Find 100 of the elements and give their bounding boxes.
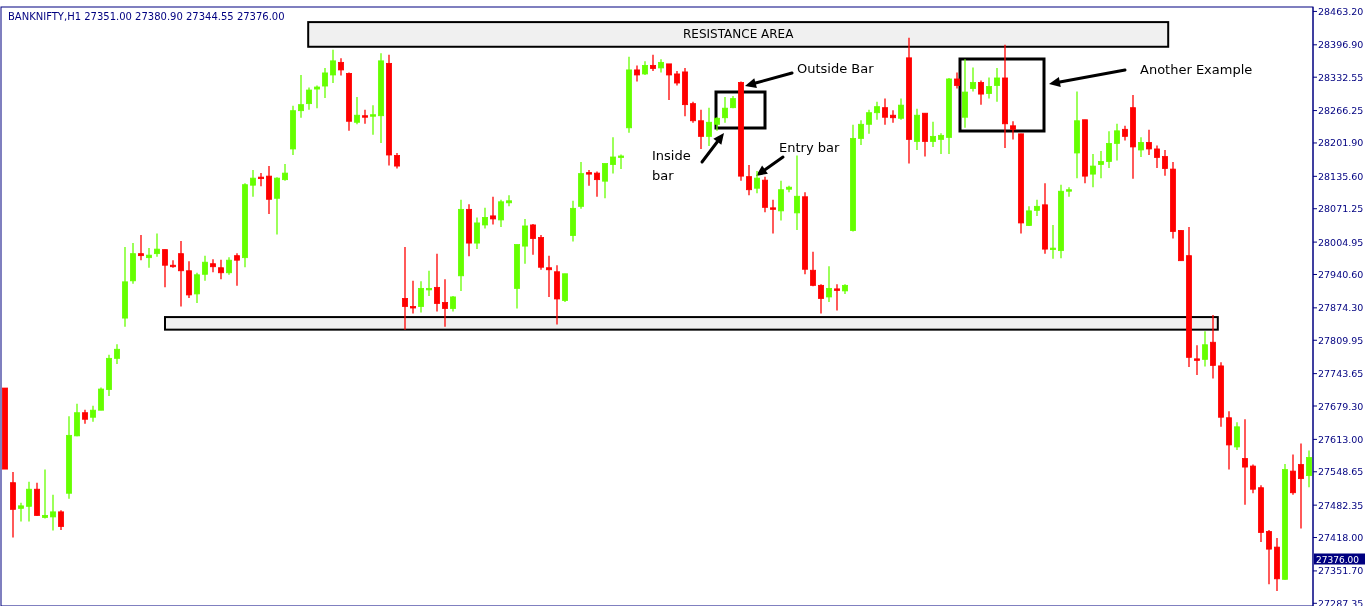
candlestick (882, 97, 888, 126)
candlestick (1154, 144, 1160, 169)
candlestick (274, 176, 280, 236)
candlestick (1210, 314, 1216, 380)
candlestick (874, 100, 880, 121)
candlestick (522, 218, 528, 265)
y-tick-label: 27874.30 (1318, 302, 1364, 314)
candlestick (1010, 120, 1016, 141)
candlestick (202, 255, 208, 282)
y-tick-label: 28201.90 (1318, 137, 1364, 149)
candlestick (650, 54, 656, 72)
candlestick (210, 258, 216, 273)
y-tick-label: 28396.90 (1318, 39, 1364, 51)
y-tick-label: 27418.00 (1318, 532, 1364, 544)
candlestick (594, 170, 600, 198)
candlestick (354, 96, 360, 125)
y-tick-label: 27809.95 (1318, 334, 1364, 346)
candlestick (18, 502, 24, 523)
y-tick-label: 27351.70 (1318, 565, 1364, 577)
y-tick-label: 28004.95 (1318, 236, 1364, 248)
y-tick-label: 28071.25 (1318, 203, 1364, 215)
candlestick (602, 162, 608, 199)
candlestick (938, 132, 944, 155)
y-tick-label: 27482.35 (1318, 499, 1364, 511)
candlestick (506, 194, 512, 207)
candlestick (834, 283, 840, 312)
candlestick (402, 246, 408, 331)
candlestick (818, 283, 824, 315)
y-tick-label: 27743.65 (1318, 368, 1364, 380)
candlestick (986, 76, 992, 100)
candlestick (1026, 205, 1032, 227)
candlestick (258, 172, 264, 187)
candlestick (442, 278, 448, 328)
candlestick (826, 265, 832, 303)
y-tick-label: 28463.20 (1318, 5, 1364, 17)
candlestick (1242, 418, 1248, 506)
candlestick (866, 109, 872, 135)
candlestick (498, 199, 504, 228)
annotation: Another Example (1140, 62, 1253, 77)
candlestick (50, 494, 56, 532)
candlestick (1146, 129, 1152, 156)
band-label: RESISTANCE AREA (683, 27, 795, 42)
candlestick (746, 164, 752, 196)
candlestick (1098, 150, 1104, 179)
candlestick (138, 234, 144, 261)
candlestick (1138, 136, 1144, 158)
candlestick (178, 240, 184, 308)
candlestick (810, 250, 816, 288)
annotation: Outside Bar (797, 61, 875, 76)
candlestick (306, 86, 312, 111)
candlestick (362, 109, 368, 125)
candlestick (1066, 186, 1072, 198)
candlestick (1034, 199, 1040, 217)
annotation: Entry bar (779, 140, 840, 155)
candlestick (330, 49, 336, 84)
candlestick (970, 66, 976, 93)
candlestick (754, 170, 760, 194)
annotation: Inside bar (652, 148, 691, 183)
candlestick (418, 280, 424, 314)
y-tick-label: 27679.30 (1318, 400, 1364, 412)
candlestick (610, 136, 616, 175)
candlestick (1250, 463, 1256, 494)
y-tick-label: 27548.65 (1318, 466, 1364, 478)
candlestick (978, 79, 984, 106)
candlestick (994, 67, 1000, 103)
candlestick (154, 232, 160, 258)
candlestick (370, 104, 376, 136)
candlestick (426, 270, 432, 297)
candlestick (218, 259, 224, 280)
candlestick (1234, 421, 1240, 451)
text: 27376.00 (1316, 554, 1360, 565)
candlestick (58, 509, 64, 531)
candlestick (74, 403, 80, 438)
candlestick (194, 272, 200, 304)
y-tick-label: 28332.55 (1318, 71, 1364, 83)
candlestick (298, 74, 304, 119)
chart-title: BANKNIFTY,H1 27351.00 27380.90 27344.55 27376.00 (8, 11, 285, 22)
candlestick (322, 67, 328, 99)
y-tick-label: 28135.60 (1318, 170, 1364, 182)
candlestick (698, 109, 704, 150)
candlestick (898, 97, 904, 121)
candlestick (42, 468, 48, 520)
y-tick-label: 27287.35 (1318, 597, 1364, 606)
candlestick (794, 154, 800, 231)
candlestick (234, 252, 240, 287)
candlestick (530, 223, 536, 256)
candlestick (474, 216, 480, 250)
candlestick (1106, 130, 1112, 169)
candlestick (1090, 153, 1096, 188)
candlestick (1162, 149, 1168, 177)
y-tick-label: 27940.60 (1318, 268, 1364, 280)
candlestick (146, 247, 152, 269)
candlestick (1298, 442, 1304, 530)
candlestick (1290, 453, 1296, 496)
candlestick (114, 343, 120, 365)
candlestick (770, 199, 776, 235)
candlestick (482, 207, 488, 230)
candlestick (1114, 123, 1120, 162)
candlestick (1194, 344, 1200, 376)
candlestick (1050, 224, 1056, 260)
